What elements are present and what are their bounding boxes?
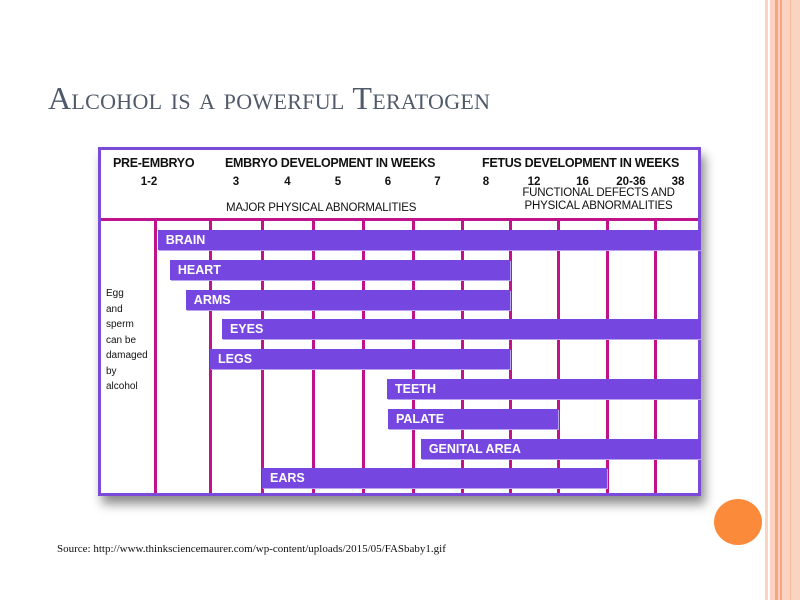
- bar-genital-area: GENITAL AREA: [420, 438, 701, 459]
- period-label: 5: [334, 176, 342, 188]
- period-label: 6: [384, 176, 392, 188]
- period-label: 1-2: [140, 176, 158, 188]
- border-stripe: [765, 0, 800, 600]
- grid-line: [154, 220, 157, 493]
- side-note: Egg and sperm can be damaged by alcohol: [106, 286, 148, 395]
- side-note-line: by: [106, 365, 117, 377]
- grid-line: [606, 220, 609, 493]
- side-note-line: sperm: [106, 319, 134, 330]
- note-embryo: MAJOR PHYSICAL ABNORMALITIES: [226, 202, 417, 214]
- note-fetus: FUNCTIONAL DEFECTS AND PHYSICAL ABNORMAL…: [501, 187, 696, 213]
- header-embryo: EMBRYO DEVELOPMENT IN WEEKS: [225, 156, 436, 170]
- bar-heart: HEART: [169, 259, 510, 280]
- grid-line: [509, 220, 512, 493]
- bar-eyes: EYES: [221, 319, 701, 340]
- border-stripe: [775, 0, 778, 600]
- period-label: 7: [434, 176, 441, 188]
- period-label: 4: [284, 176, 291, 188]
- bar-ears: EARS: [262, 468, 607, 489]
- decorative-circle: [714, 499, 762, 545]
- border-stripe: [790, 0, 791, 600]
- note-fetus-line2: PHYSICAL ABNORMALITIES: [524, 200, 673, 212]
- grid-line: [654, 220, 657, 493]
- header-pre-embryo: PRE-EMBRYO: [113, 156, 195, 170]
- border-stripe: [780, 0, 782, 600]
- period-label: 16: [576, 176, 589, 188]
- period-label: 20-36: [616, 176, 646, 188]
- bar-teeth: TEETH: [387, 379, 701, 399]
- note-fetus-line1: FUNCTIONAL DEFECTS AND: [522, 187, 675, 199]
- source-citation: Source: http://www.thinksciencemaurer.co…: [57, 543, 446, 555]
- teratogen-chart: PRE-EMBRYO EMBRYO DEVELOPMENT IN WEEKS F…: [98, 147, 701, 496]
- period-label: 8: [482, 176, 490, 188]
- slide-title: Alcohol is a powerful Teratogen: [48, 80, 491, 116]
- bar-arms: ARMS: [185, 289, 510, 310]
- bar-legs: LEGS: [210, 349, 510, 370]
- period-label: 38: [671, 176, 685, 188]
- header-divider: [101, 218, 698, 221]
- header-fetus: FETUS DEVELOPMENT IN WEEKS: [482, 156, 680, 170]
- bar-brain: BRAIN: [157, 230, 701, 250]
- bar-palate: PALATE: [388, 408, 558, 429]
- border-stripe: [768, 0, 770, 600]
- period-label: 3: [232, 176, 240, 188]
- side-note-line: alcohol: [106, 381, 138, 392]
- grid-line: [557, 220, 560, 493]
- side-note-line: and: [106, 303, 123, 315]
- side-note-line: damaged: [106, 350, 148, 361]
- side-note-line: can be: [106, 334, 137, 346]
- period-label: 12: [527, 176, 541, 188]
- side-note-line: Egg: [106, 288, 124, 299]
